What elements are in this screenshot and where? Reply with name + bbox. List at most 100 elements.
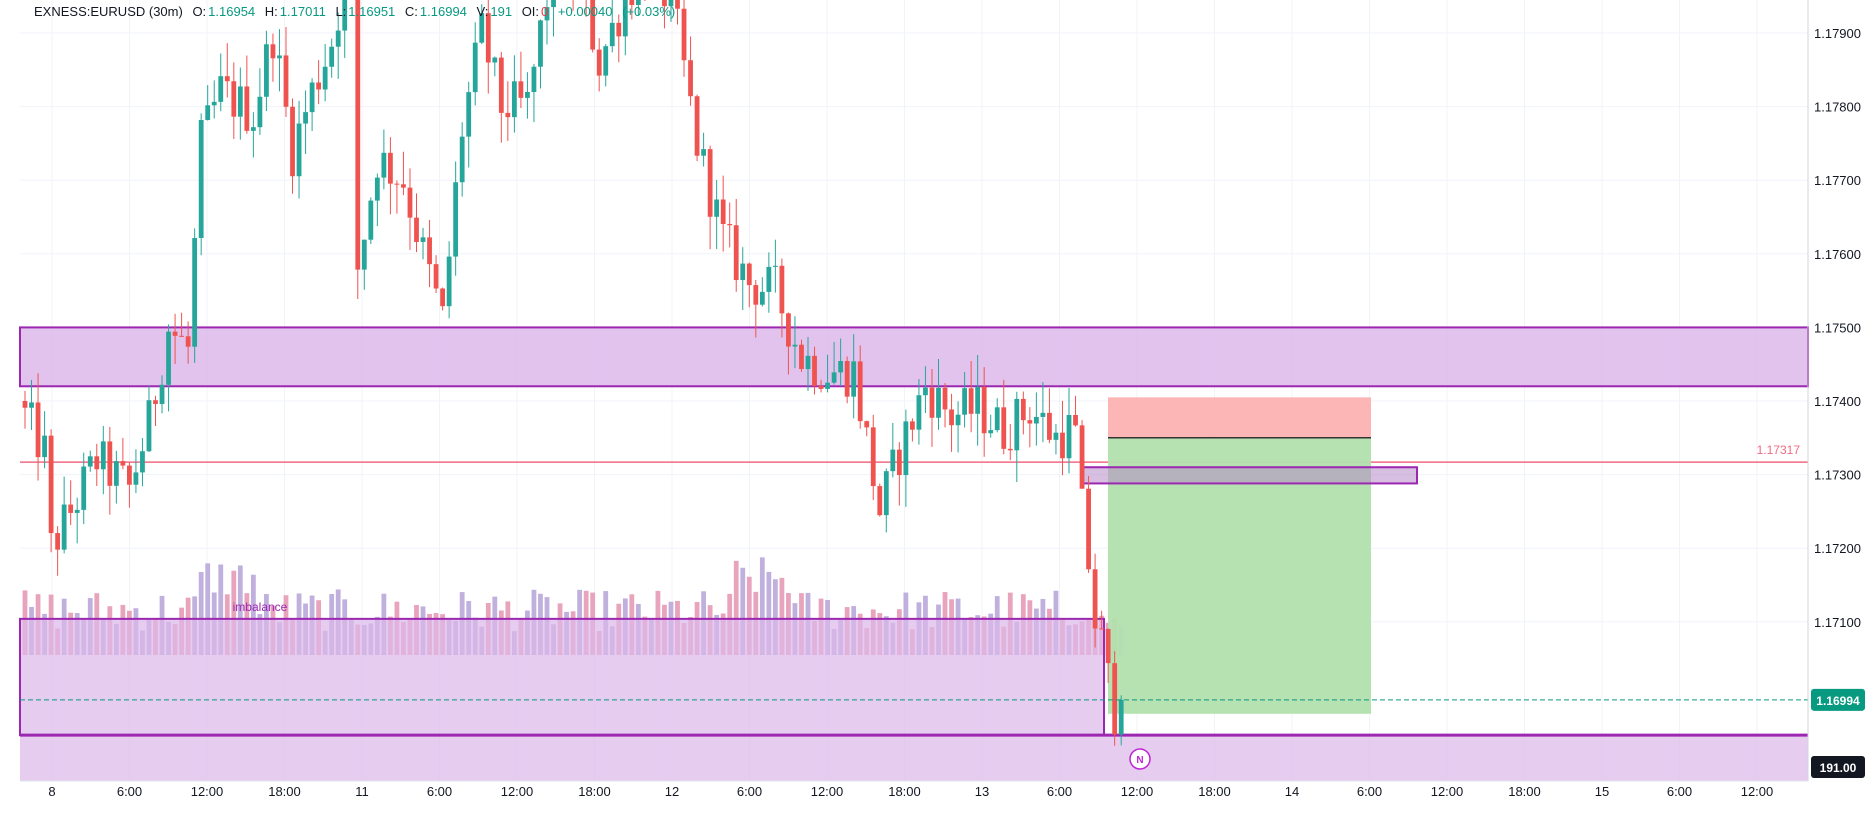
candle-body — [727, 223, 733, 226]
candle-body — [838, 361, 844, 373]
candle-body — [257, 96, 263, 128]
candle-body — [87, 456, 93, 467]
candle-body — [355, 0, 361, 270]
candle-body — [459, 136, 465, 183]
symbol-title: EXNESS:EURUSD (30m) — [34, 4, 183, 19]
candle-body — [551, 0, 556, 8]
candle-body — [675, 0, 680, 9]
candle-body — [433, 264, 439, 289]
last-price-badge-text: 1.16994 — [1816, 694, 1860, 708]
candle-body — [140, 451, 145, 473]
oi-value: 0 — [541, 4, 549, 19]
high-value: 1.17011 — [279, 4, 326, 19]
candle-body — [22, 401, 28, 408]
candle-body — [975, 386, 981, 414]
time-tick-label: 12:00 — [811, 784, 844, 799]
candle-body — [394, 183, 400, 185]
candle-body — [962, 388, 967, 415]
candle-body — [949, 409, 954, 426]
candle-body — [759, 291, 765, 305]
time-tick-label: 12:00 — [1121, 784, 1154, 799]
candle-body — [1073, 414, 1078, 426]
zones[interactable]: imbalance 1.17317 — [19, 326, 1809, 781]
overlays: 1.16994 191.00 N — [20, 688, 1865, 778]
candle-body — [485, 13, 491, 63]
candle-body — [864, 421, 870, 428]
candle-body — [968, 388, 974, 414]
candle-body — [518, 81, 524, 98]
candle-body — [1027, 420, 1033, 424]
volume-bar — [218, 564, 224, 655]
candle-body — [1112, 663, 1118, 735]
price-tick-label: 1.17700 — [1814, 173, 1861, 188]
candle-body — [903, 421, 909, 476]
price-tick-label: 1.17100 — [1814, 615, 1861, 630]
candle-body — [766, 266, 772, 292]
time-tick-label: 6:00 — [427, 784, 452, 799]
candle-body — [857, 361, 863, 422]
volume-label: V: — [476, 4, 489, 19]
volume-bar — [205, 563, 211, 655]
short-position-tool[interactable] — [1081, 397, 1418, 714]
candle-body — [290, 106, 295, 177]
candle-body — [622, 0, 628, 37]
candle-body — [714, 199, 720, 217]
candle-body — [466, 92, 472, 137]
candle-body — [890, 449, 896, 472]
candle-body — [772, 265, 778, 267]
price-tick-label: 1.17900 — [1814, 26, 1861, 41]
candle-body — [877, 486, 883, 516]
price-tick-label: 1.17200 — [1814, 541, 1861, 556]
candle-body — [1092, 569, 1098, 629]
volume-bar — [740, 567, 746, 655]
time-tick-label: 18:00 — [1508, 784, 1541, 799]
candle-body — [701, 149, 706, 156]
time-tick-label: 6:00 — [1357, 784, 1382, 799]
low-value: 1.16951 — [348, 4, 396, 19]
candle-body — [786, 313, 791, 347]
candle-body — [994, 407, 1000, 431]
candle-body — [629, 0, 635, 5]
time-tick-label: 14 — [1285, 784, 1299, 799]
imbalance-zone — [19, 617, 1105, 737]
candle-body — [374, 177, 380, 201]
candle-body — [120, 461, 126, 466]
candle-body — [942, 387, 948, 410]
resistance-zone — [19, 326, 1809, 388]
candle-body — [277, 55, 282, 59]
candle-body — [153, 400, 158, 404]
volume-bar — [198, 572, 204, 655]
open-value: 1.16954 — [208, 4, 256, 19]
candle-body — [414, 217, 419, 242]
candle-body — [401, 184, 406, 188]
candle-body — [1020, 398, 1026, 421]
candle-body — [753, 285, 759, 305]
candles — [22, 0, 1124, 746]
time-axis[interactable]: 8 6:00 12:00 18:00 11 6:00 12:00 18:00 12 6:00 12:… — [20, 780, 1808, 799]
candle-body — [329, 46, 335, 67]
price-axis[interactable]: 1.17900 1.17800 1.17700 1.17600 1.17500 1.174… — [1807, 0, 1861, 781]
candle-body — [1053, 432, 1059, 440]
candle-body — [981, 386, 987, 434]
candle-body — [192, 238, 198, 347]
candle-body — [446, 256, 452, 307]
candle-body — [224, 76, 230, 82]
candle-body — [498, 57, 504, 113]
candle-body — [205, 105, 211, 120]
candle-body — [799, 344, 804, 370]
news-marker-label: N — [1136, 755, 1143, 766]
candle-body — [453, 182, 459, 257]
candle-body — [988, 430, 994, 434]
candle-body — [381, 152, 387, 178]
candle-body — [48, 435, 54, 534]
candle-body — [237, 86, 243, 117]
candle-body — [923, 387, 928, 396]
last-volume-badge — [1811, 756, 1865, 778]
horizontal-price-line-label: 1.17317 — [1757, 443, 1801, 457]
candle-body — [1066, 414, 1072, 459]
candle-body — [812, 355, 817, 386]
candle-body — [388, 152, 393, 184]
candle-body — [133, 472, 139, 485]
candle-body — [746, 263, 752, 286]
